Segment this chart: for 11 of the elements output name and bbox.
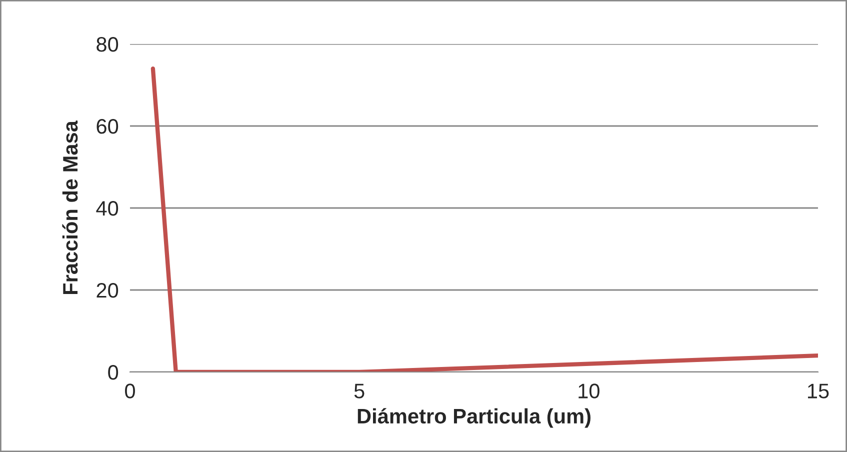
y-tick-label: 0 <box>108 365 118 380</box>
y-tick-label: 80 <box>96 37 118 52</box>
x-tick-label: 10 <box>578 384 600 398</box>
x-axis-title: Diámetro Particula (um) <box>358 408 590 428</box>
y-tick-label: 20 <box>96 283 118 298</box>
x-tick-label: 5 <box>354 384 364 398</box>
x-tick-label: 15 <box>808 384 829 398</box>
y-axis-title: Fracción de Masa <box>62 120 78 294</box>
y-tick-label: 40 <box>96 201 118 216</box>
y-tick-label: 60 <box>96 119 118 134</box>
x-tick-label: 0 <box>125 384 135 398</box>
